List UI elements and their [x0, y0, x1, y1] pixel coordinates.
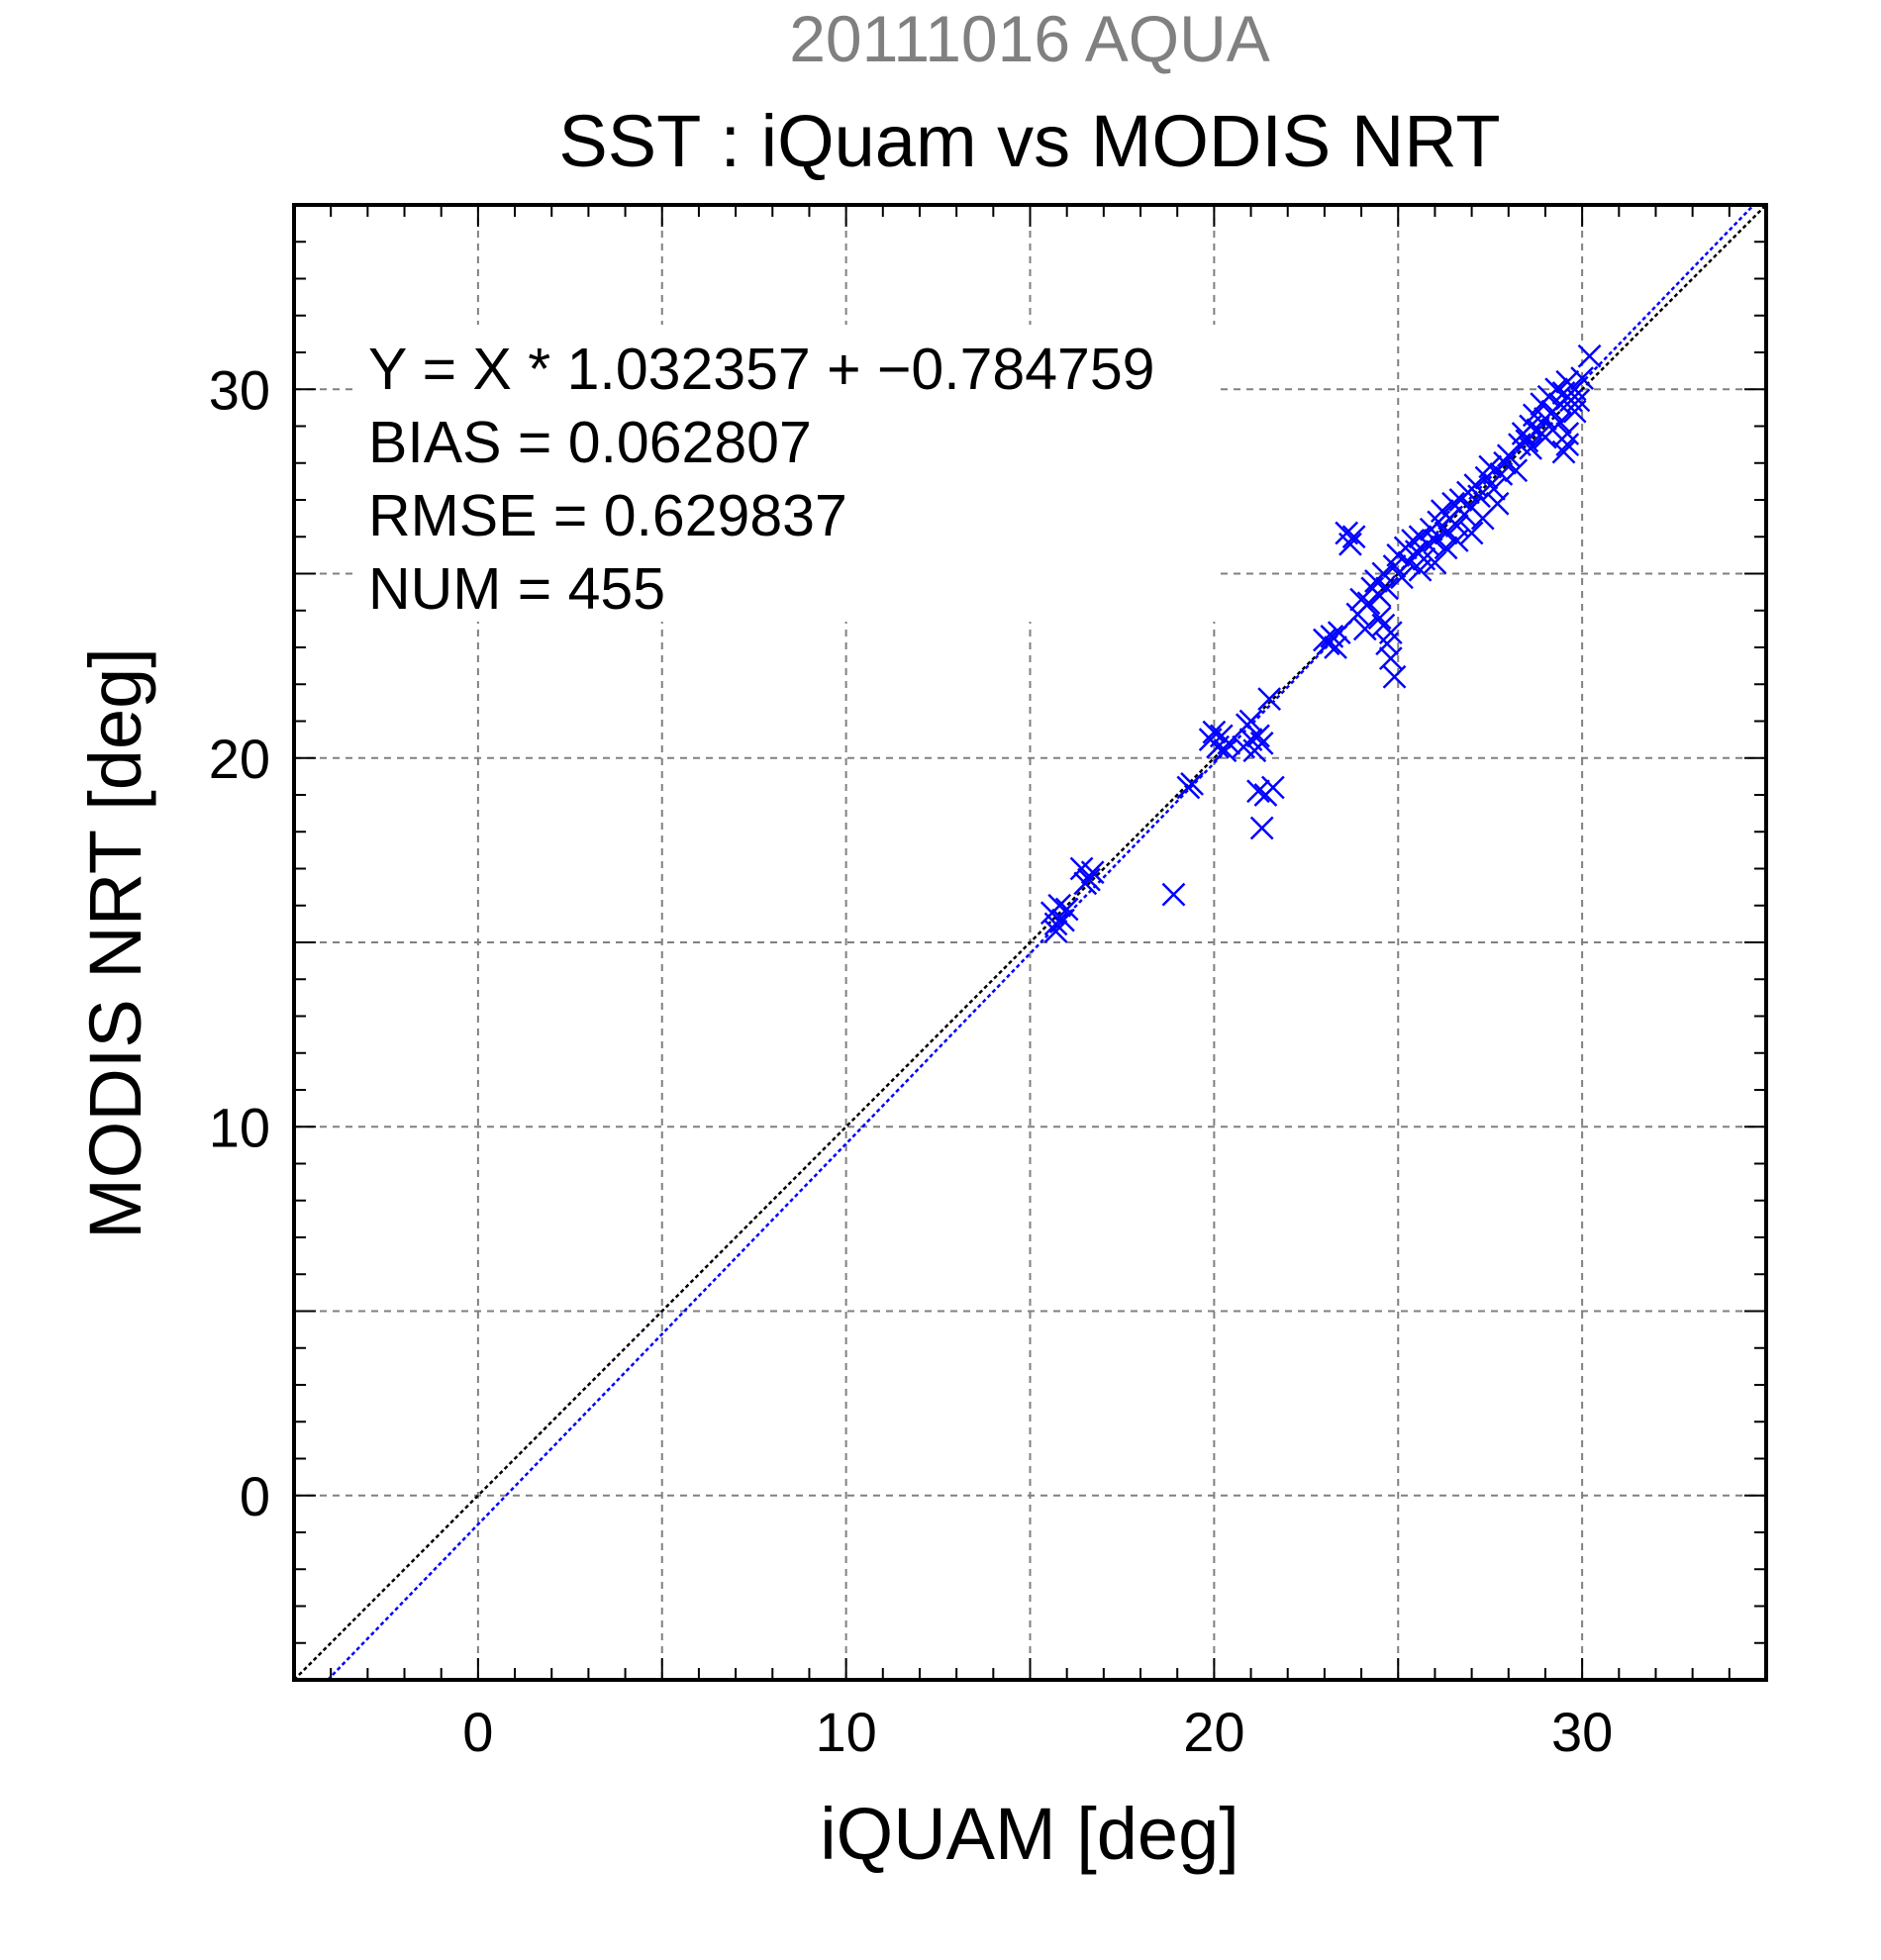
data-point	[1375, 576, 1399, 601]
y-tick-labels: 0 10 20 30	[209, 358, 270, 1527]
regression-equation: Y = X * 1.032357 + −0.784759	[368, 337, 1154, 402]
data-point	[1246, 779, 1270, 804]
data-point	[1504, 458, 1529, 483]
y-tick-label: 0	[240, 1465, 270, 1527]
data-point	[1467, 484, 1491, 509]
data-point	[1547, 410, 1572, 435]
data-points	[1040, 343, 1602, 943]
data-point	[1367, 606, 1392, 631]
data-point	[1246, 724, 1270, 748]
x-tick-label: 10	[815, 1701, 876, 1763]
data-point	[1444, 529, 1469, 552]
data-point	[1408, 557, 1433, 582]
data-point	[1478, 454, 1503, 479]
data-point	[1260, 775, 1285, 800]
data-point	[1341, 525, 1366, 549]
data-point	[1397, 550, 1422, 575]
data-point	[1209, 724, 1234, 748]
y-tick-label: 10	[209, 1096, 270, 1158]
data-point	[1161, 882, 1186, 907]
data-point	[1566, 388, 1591, 413]
data-point	[1202, 720, 1227, 744]
x-tick-label: 0	[462, 1701, 493, 1763]
data-point	[1423, 529, 1447, 552]
data-point	[1249, 816, 1274, 840]
data-point	[1047, 893, 1072, 918]
data-point	[1551, 440, 1576, 464]
data-point	[1485, 491, 1510, 516]
data-point	[1043, 912, 1068, 936]
data-point	[1356, 591, 1381, 616]
x-tick-labels: 0 10 20 30	[462, 1701, 1613, 1763]
data-point	[1482, 476, 1506, 501]
plot-frame	[292, 203, 1768, 1682]
data-point	[1519, 436, 1542, 460]
data-point	[1375, 632, 1399, 656]
data-point	[1080, 860, 1105, 885]
x-axis-label: iQUAM [deg]	[820, 1793, 1239, 1875]
data-point	[1378, 646, 1403, 671]
data-point	[1382, 664, 1407, 689]
data-point	[1459, 521, 1484, 545]
rmse-value: RMSE = 0.629837	[368, 483, 847, 548]
y-axis-label: MODIS NRT [deg]	[74, 647, 156, 1239]
data-point	[1434, 536, 1458, 560]
data-point	[1530, 422, 1554, 445]
y-tick-label: 20	[209, 728, 270, 790]
num-value: NUM = 455	[368, 556, 665, 622]
stats-annotation: Y = X * 1.032357 + −0.784759 BIAS = 0.06…	[356, 325, 1218, 622]
data-point	[1544, 377, 1568, 402]
data-point	[1352, 617, 1377, 641]
data-point	[1555, 422, 1580, 445]
data-point	[1416, 532, 1439, 556]
data-point	[1238, 709, 1263, 734]
data-point	[1043, 919, 1068, 943]
data-point	[1324, 636, 1347, 659]
y-tick-label: 30	[209, 358, 270, 421]
identity-line	[294, 205, 1766, 1680]
data-point	[1555, 433, 1580, 457]
data-point	[1577, 343, 1602, 368]
stats-background	[356, 325, 1218, 622]
data-point	[1180, 771, 1204, 796]
data-point	[1249, 731, 1274, 755]
figure-suptitle: 20111016 AQUA	[789, 2, 1270, 75]
data-point	[1338, 532, 1362, 556]
data-point	[1073, 871, 1098, 896]
data-point	[1371, 561, 1396, 586]
bias-value: BIAS = 0.062807	[368, 410, 812, 475]
data-point	[1570, 366, 1595, 390]
data-point	[1327, 621, 1351, 644]
data-point	[1423, 550, 1447, 575]
chart-title: SST : iQuam vs MODIS NRT	[558, 100, 1500, 182]
x-tick-label: 30	[1551, 1701, 1613, 1763]
data-point	[1257, 687, 1282, 712]
data-point	[1213, 738, 1238, 763]
data-point	[1054, 897, 1079, 922]
reference-lines	[294, 205, 1766, 1680]
data-point	[1493, 450, 1517, 475]
x-tick-label: 20	[1183, 1701, 1244, 1763]
data-point	[1390, 565, 1414, 590]
